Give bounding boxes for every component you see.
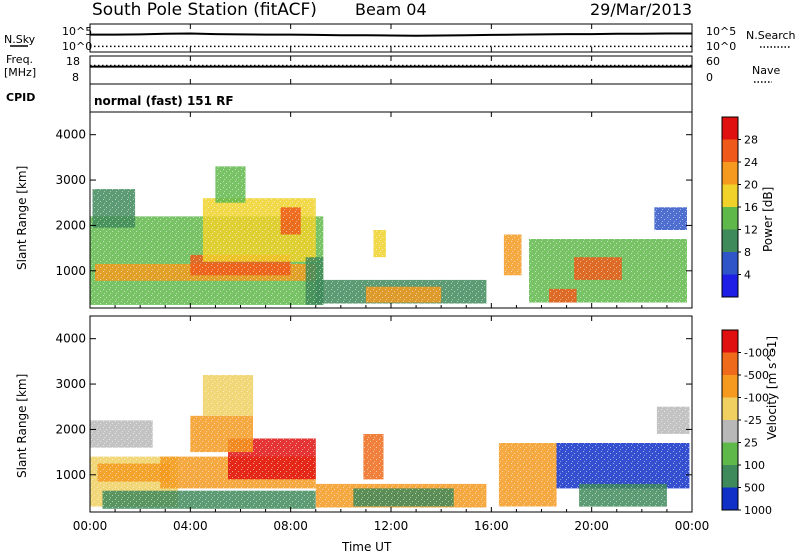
- velocity-texture: [90, 316, 692, 512]
- ytick-label: 3000: [55, 377, 86, 391]
- cpid-value: normal (fast) 151 RF: [94, 94, 234, 108]
- series-line-0: [90, 32, 692, 37]
- colorbar-tick-label: 500: [744, 482, 765, 495]
- nave-label: Nave: [752, 64, 780, 77]
- ytick-label: 2000: [55, 422, 86, 436]
- nave-right-tick-top: 60: [706, 55, 720, 68]
- noise-right-tick-bottom: 10^0: [706, 40, 736, 53]
- velocity-colorbar-label: Velocity [m s^-1]: [765, 336, 779, 440]
- nave-right-tick-bottom: 0: [706, 71, 713, 84]
- colorbar-swatch-5: [722, 442, 738, 465]
- power-axes: 1000 2000 3000 4000: [55, 128, 692, 278]
- colorbar-tick-label: -1000: [744, 347, 776, 360]
- colorbar-tick-label: 16: [744, 201, 758, 214]
- noise-left-tick-bottom: 10^0: [62, 40, 92, 53]
- cpid-label: CPID: [6, 91, 35, 104]
- colorbar-tick-label: 100: [744, 459, 765, 472]
- xtick-label: 16:00: [474, 519, 509, 533]
- colorbar-tick-label: 25: [744, 437, 758, 450]
- power-texture: [90, 112, 692, 308]
- time-axis-ticks: 00:00 04:00 08:00 12:00 16:00 20:00 00:00: [73, 24, 710, 533]
- power-colorbar-label: Power [dB]: [761, 187, 775, 252]
- colorbar-swatch-7: [722, 274, 738, 297]
- xtick-label: 08:00: [273, 519, 308, 533]
- noise-right-tick-top: 10^5: [706, 25, 736, 38]
- frequency-panel: Freq. [MHz] 18 8 60 0 Nave: [4, 53, 780, 85]
- freq-unit-label: [MHz]: [4, 66, 36, 79]
- colorbar-swatch-2: [722, 375, 738, 398]
- colorbar-swatch-1: [722, 352, 738, 375]
- velocity-ylabel: Slant Range [km]: [15, 374, 29, 478]
- freq-left-tick-bottom: 8: [72, 71, 79, 84]
- nsearch-label: N.Search: [746, 29, 796, 42]
- colorbar-swatch-6: [722, 465, 738, 488]
- velocity-axes: 1000 2000 3000 4000: [55, 332, 692, 482]
- noise-left-tick-top: 10^5: [62, 25, 92, 38]
- time-axis-label: Time UT: [341, 540, 392, 554]
- colorbar-swatch-1: [722, 139, 738, 162]
- ytick-label: 4000: [55, 332, 86, 346]
- ytick-label: 1000: [55, 468, 86, 482]
- beam-label: Beam 04: [355, 0, 427, 19]
- ytick-label: 1000: [55, 264, 86, 278]
- ytick-label: 4000: [55, 128, 86, 142]
- date-label: 29/Mar/2013: [590, 0, 692, 19]
- xtick-label: 20:00: [574, 519, 609, 533]
- colorbar-tick-label: 28: [744, 134, 758, 147]
- freq-left-tick-top: 18: [66, 55, 80, 68]
- ytick-label: 2000: [55, 218, 86, 232]
- colorbar-swatch-5: [722, 229, 738, 252]
- velocity-colorbar: -1000 -500 -100 -25 25 100 500 1000: [721, 329, 776, 517]
- colorbar-swatch-4: [722, 207, 738, 230]
- colorbar-swatch-2: [722, 162, 738, 185]
- colorbar-swatch-4: [722, 420, 738, 443]
- colorbar-swatch-0: [722, 330, 738, 353]
- colorbar-swatch-7: [722, 487, 738, 510]
- colorbar-tick-label: -25: [744, 414, 762, 427]
- colorbar-tick-label: 1000: [744, 504, 772, 517]
- colorbar-tick-label: -100: [744, 392, 769, 405]
- colorbar-swatch-3: [722, 397, 738, 420]
- colorbar-tick-label: 24: [744, 156, 758, 169]
- colorbar-tick-label: 12: [744, 224, 758, 237]
- xtick-label: 04:00: [173, 519, 208, 533]
- frequency-series: [90, 64, 692, 68]
- colorbar-tick-label: 20: [744, 179, 758, 192]
- colorbar-swatch-6: [722, 252, 738, 275]
- xtick-label: 00:00: [675, 519, 710, 533]
- colorbar-tick-label: 4: [744, 269, 751, 282]
- colorbar-swatch-0: [722, 117, 738, 140]
- colorbar-tick-label: -500: [744, 369, 769, 382]
- xtick-label: 12:00: [374, 519, 409, 533]
- power-ylabel: Slant Range [km]: [15, 166, 29, 270]
- xtick-label: 00:00: [73, 519, 108, 533]
- noise-series: [90, 32, 692, 48]
- noise-panel: N.Sky 10^5 10^0 10^5 10^0 N.Search: [4, 23, 796, 53]
- power-panel: 1000 2000 3000 4000 Slant Range [km] 28 24 20…: [15, 111, 775, 309]
- colorbar-tick-label: 8: [744, 246, 751, 259]
- freq-label: Freq.: [6, 53, 33, 66]
- power-colorbar: 28 24 20 16 12 8 4: [721, 116, 758, 298]
- nsky-label: N.Sky: [4, 33, 36, 46]
- station-title: South Pole Station (fitACF): [92, 0, 317, 20]
- ytick-label: 3000: [55, 173, 86, 187]
- colorbar-swatch-3: [722, 184, 738, 207]
